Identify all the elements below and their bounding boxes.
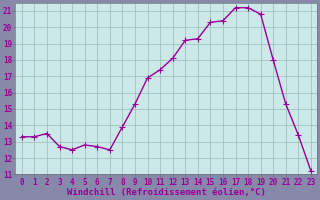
X-axis label: Windchill (Refroidissement éolien,°C): Windchill (Refroidissement éolien,°C) (67, 188, 266, 197)
